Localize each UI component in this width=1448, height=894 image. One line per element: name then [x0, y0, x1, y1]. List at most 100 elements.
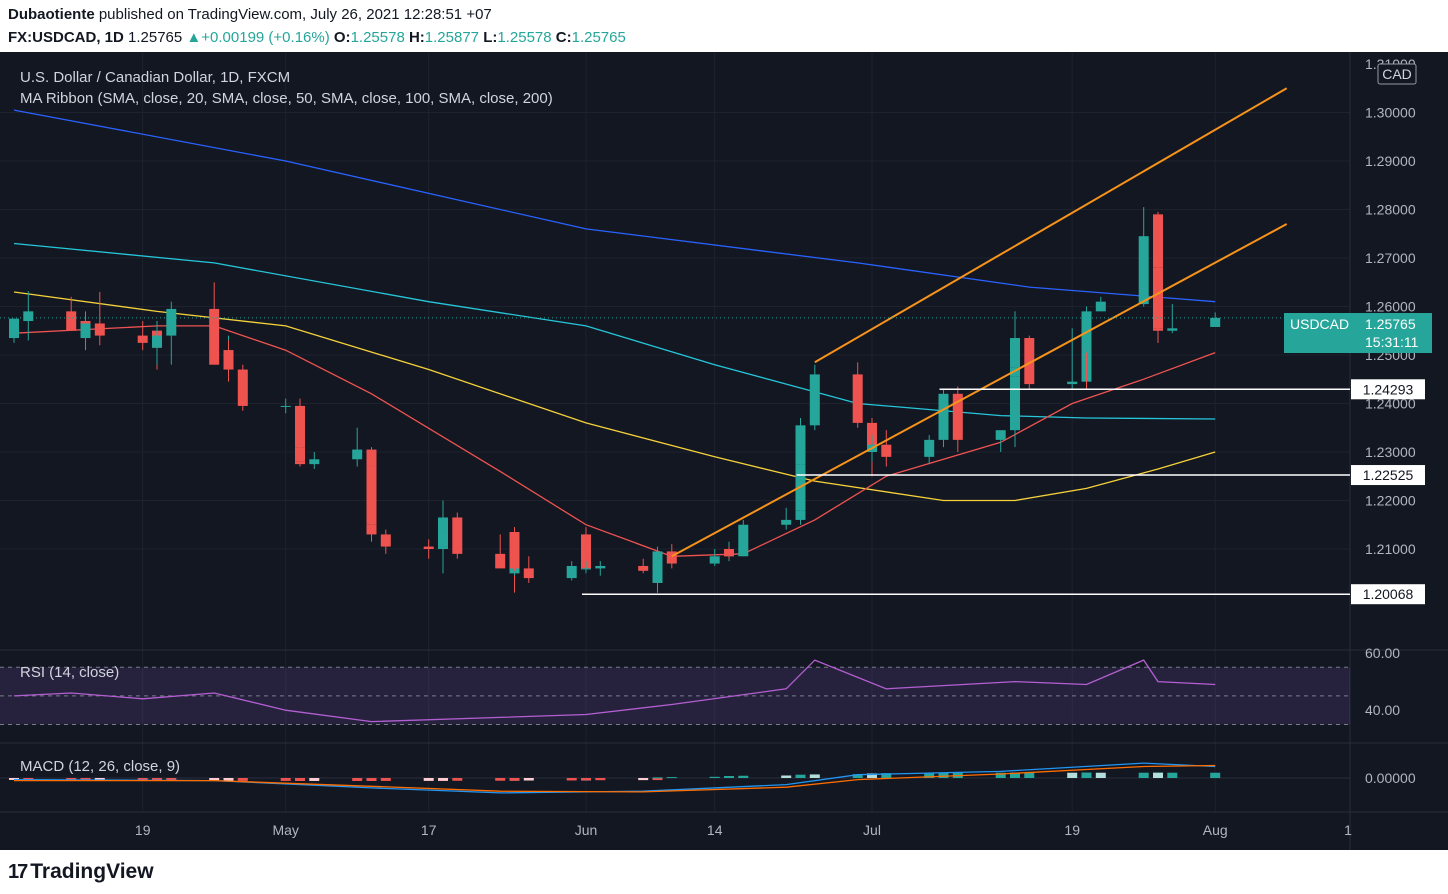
- candle-body: [1095, 301, 1106, 312]
- candle-body: [938, 405, 949, 440]
- price-change: +0.00199 (+0.16%): [201, 29, 330, 46]
- support-levels: 1.24293 1.22525 1.20068: [582, 379, 1425, 605]
- candle-body: [295, 405, 305, 448]
- candle-body: [295, 447, 305, 462]
- candle-body: [366, 449, 377, 467]
- macd-histogram-bar: [738, 775, 749, 778]
- macd-histogram-bar: [66, 778, 77, 781]
- candle-body: [380, 534, 391, 547]
- symbol-label: FX:USDCAD, 1D: [8, 29, 124, 46]
- ma-legend: MA Ribbon (SMA, close, 20, SMA, close, 5…: [20, 90, 553, 107]
- macd-histogram-bar: [1024, 772, 1035, 778]
- macd-histogram-bar: [523, 778, 534, 781]
- candle-body: [523, 568, 534, 579]
- time-tick: Jun: [575, 822, 598, 838]
- candle-body: [1167, 328, 1178, 331]
- candle-body: [938, 393, 949, 409]
- candle-body: [1153, 214, 1163, 268]
- price-tick: 1.28000: [1365, 202, 1416, 218]
- candle-body: [23, 311, 34, 322]
- candle-body: [1210, 317, 1221, 327]
- candle-body: [209, 308, 220, 365]
- candle-body: [280, 405, 291, 407]
- macd-histogram-bar: [1081, 772, 1092, 778]
- macd-histogram-bar: [1153, 772, 1163, 778]
- price-tick: 1.21000: [1365, 541, 1416, 557]
- candle-body: [738, 524, 749, 557]
- macd-histogram-bar: [223, 778, 234, 781]
- macd-histogram-bar: [795, 774, 806, 778]
- rsi-legend: RSI (14, close): [20, 664, 119, 681]
- last-price-symbol: USDCAD: [1290, 316, 1349, 332]
- chart-svg[interactable]: 1.24293 1.22525 1.20068 1.30000 1.29000 1.28…: [0, 52, 1448, 850]
- macd-histogram-bar: [1210, 772, 1221, 778]
- macd-tick: 0.00000: [1365, 770, 1416, 786]
- candle-body: [595, 565, 606, 569]
- candle-body: [724, 549, 734, 557]
- open-label: O:: [333, 29, 351, 46]
- macd-histogram-bar: [652, 777, 663, 779]
- macd-histogram-bar: [809, 774, 820, 778]
- macd-histogram-bar: [638, 778, 649, 781]
- macd-histogram-bar: [438, 778, 448, 781]
- author-name[interactable]: Dubaotiente: [8, 6, 95, 23]
- pane-separators: [0, 52, 1448, 850]
- candle-body: [309, 459, 320, 465]
- open-value: 1.25578: [350, 29, 405, 46]
- candle-body: [1081, 311, 1092, 351]
- macd-histogram-bar: [566, 778, 577, 781]
- time-tick: 1: [1344, 822, 1352, 838]
- up-arrow-icon: ▲: [186, 29, 202, 46]
- candle-body: [1067, 381, 1078, 385]
- candle-body: [495, 553, 506, 569]
- candle-body: [1010, 376, 1020, 431]
- macd-histogram-bar: [309, 778, 320, 781]
- macd-legend: MACD (12, 26, close, 9): [20, 758, 180, 775]
- candle-body: [166, 308, 177, 336]
- price-tick: 1.26000: [1365, 299, 1416, 315]
- macd-histogram-bar: [666, 777, 677, 779]
- tradingview-logo-icon: 17: [8, 861, 28, 883]
- candle-body: [795, 510, 806, 520]
- macd-histogram-bar: [995, 772, 1006, 778]
- candle-body: [1010, 338, 1020, 368]
- high-value: 1.25877: [424, 29, 480, 46]
- level-tag: [1351, 465, 1425, 486]
- tradingview-logo[interactable]: 17 TradingView: [8, 860, 154, 884]
- candle-body: [1024, 338, 1035, 385]
- candle-body: [352, 449, 363, 460]
- price-tick: 1.23000: [1365, 444, 1416, 460]
- countdown: 15:31:11: [1365, 334, 1419, 350]
- macd-histogram-bar: [380, 778, 391, 781]
- macd-histogram-bar: [1095, 772, 1106, 778]
- candle-body: [795, 425, 806, 465]
- macd-histogram-bar: [1167, 772, 1178, 778]
- candle-body: [1138, 236, 1149, 305]
- macd-histogram-bar: [423, 778, 434, 781]
- macd-histogram-bar: [452, 778, 463, 781]
- candle-body: [652, 551, 663, 583]
- candle-body: [952, 393, 963, 440]
- price-tick: 1.30000: [1365, 105, 1416, 121]
- macd-histogram-bar: [495, 778, 506, 781]
- candle-body: [366, 466, 377, 525]
- macd-histogram-bar: [80, 778, 91, 781]
- macd-histogram-bar: [166, 778, 177, 781]
- candle-body: [438, 517, 448, 533]
- macd-line: [13, 762, 1216, 794]
- sma50-line: [13, 291, 1216, 502]
- rsi-pane: 60.00 40.00: [0, 645, 1400, 725]
- macd-histogram-bar: [781, 775, 792, 778]
- macd-histogram-bar: [709, 776, 720, 778]
- candle-body: [80, 323, 91, 339]
- time-tick: 19: [135, 822, 151, 838]
- price-tick: 1.29000: [1365, 153, 1416, 169]
- candle-body: [666, 551, 677, 564]
- macd-histogram-bar: [852, 774, 863, 778]
- currency-badge[interactable]: [1377, 63, 1417, 85]
- level-tag: [1351, 584, 1425, 605]
- time-axis[interactable]: 19 May 17 Jun 14 Jul 19 Aug 1: [135, 822, 1352, 838]
- macd-histogram-bar: [924, 772, 935, 778]
- candle-body: [581, 534, 591, 569]
- chart-area[interactable]: 1.24293 1.22525 1.20068 1.30000 1.29000 1.28…: [0, 52, 1448, 850]
